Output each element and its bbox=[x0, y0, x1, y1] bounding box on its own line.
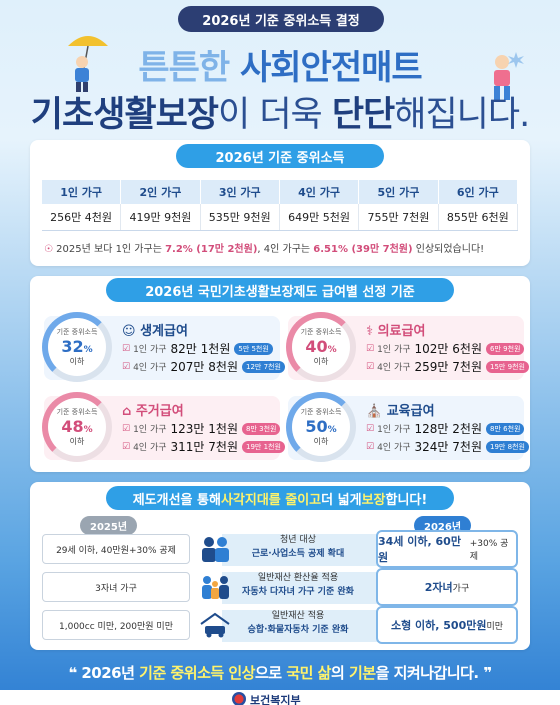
people-icon bbox=[202, 537, 229, 562]
percent-ring: 기준 중위소득 32% 이하 bbox=[42, 312, 112, 382]
checkbox-icon: ☑ bbox=[366, 423, 375, 434]
school-icon: ⛪ bbox=[366, 404, 383, 419]
reform-description: 일반재산 적용 승합·화물자동차 기준 완화 bbox=[247, 611, 349, 635]
person-icon: ☺ bbox=[122, 324, 136, 339]
benefit-row: ☑ 1인 가구 128만 2천원 8만 6천원 bbox=[366, 420, 525, 437]
ministry-name: 보건복지부 bbox=[250, 694, 301, 705]
benefit-criteria-card: 2026년 국민기초생활보장제도 급여별 선정 기준 기준 중위소득 32% 이… bbox=[30, 276, 530, 472]
benefit-title: ⛪ 교육급여 bbox=[366, 404, 435, 419]
quote-open-icon: ❝ bbox=[68, 664, 82, 682]
benefit-criteria-title: 2026년 국민기초생활보장제도 급여별 선정 기준 bbox=[106, 278, 454, 302]
footer-bar bbox=[0, 690, 560, 705]
lightbulb-icon: ☉ bbox=[44, 244, 53, 255]
benefit-title: ⌂ 주거급여 bbox=[122, 404, 184, 419]
percent-ring: 기준 중위소득 48% 이하 bbox=[42, 392, 112, 462]
checkbox-icon: ☑ bbox=[366, 441, 375, 452]
median-income-table: 1인 가구 2인 가구 3인 가구 4인 가구 5인 가구 6인 가구 256만… bbox=[42, 180, 519, 231]
new-criteria: 소형 이하, 500만원 미만 bbox=[376, 606, 518, 644]
top-banner: 2026년 기준 중위소득 결정 bbox=[178, 6, 384, 32]
checkbox-icon: ☑ bbox=[122, 361, 131, 372]
median-income-title: 2026년 기준 중위소득 bbox=[176, 144, 384, 168]
umbrella-child-icon bbox=[68, 36, 108, 92]
checkbox-icon: ☑ bbox=[122, 423, 131, 434]
benefit-education: 기준 중위소득 50% 이하 ⛪ 교육급여 ☑ 1인 가구 128만 2천원 8만 6… bbox=[286, 392, 529, 462]
table-header: 2인 가구 bbox=[120, 180, 201, 204]
reform-row-youth: 29세 이하, 40만원+30% 공제 청년 대상 근로·사업소득 공제 확대 … bbox=[42, 530, 518, 570]
reform-title: 제도개선을 통해 사각지대를 줄이고 더 넓게 보장 합니다! bbox=[106, 486, 454, 510]
family-icon bbox=[202, 576, 229, 599]
benefit-housing: 기준 중위소득 48% 이하 ⌂ 주거급여 ☑ 1인 가구 123만 1천원 8만 3… bbox=[42, 392, 285, 462]
ministry-logo-icon bbox=[232, 692, 246, 705]
car-icon bbox=[200, 612, 230, 638]
median-income-card: 2026년 기준 중위소득 1인 가구 2인 가구 3인 가구 4인 가구 5인… bbox=[30, 140, 530, 266]
table-header: 3인 가구 bbox=[200, 180, 280, 204]
benefit-title: ☺ 생계급여 bbox=[122, 324, 188, 339]
increase-note: ☉ 2025년 보다 1인 가구는 7.2% (17만 2천원), 4인 가구는… bbox=[44, 244, 485, 255]
hero-headline-1: 튼튼한 사회안전매트 bbox=[138, 48, 422, 88]
hero-headline-2: 기초생활보장이 더욱 단단해집니다. bbox=[30, 95, 530, 135]
percent-ring: 기준 중위소득 50% 이하 bbox=[286, 392, 356, 462]
table-header: 4인 가구 bbox=[279, 180, 360, 204]
old-criteria: 29세 이하, 40만원+30% 공제 bbox=[42, 534, 190, 564]
benefit-row: ☑ 4인 가구 207만 8천원 12만 7천원 bbox=[122, 358, 285, 375]
reform-row-children: 3자녀 가구 일반재산 환산율 적용 자동차 다자녀 가구 기준 완화 2자녀 … bbox=[42, 568, 518, 608]
benefit-row: ☑ 1인 가구 102만 6천원 6만 9천원 bbox=[366, 340, 525, 357]
reform-description: 청년 대상 근로·사업소득 공제 확대 bbox=[251, 535, 345, 559]
table-cell: 649만 5천원 bbox=[279, 204, 360, 231]
benefit-living: 기준 중위소득 32% 이하 ☺ 생계급여 ☑ 1인 가구 82만 1천원 5만 5천… bbox=[42, 312, 285, 382]
reform-card: 제도개선을 통해 사각지대를 줄이고 더 넓게 보장 합니다! 2025년 202… bbox=[30, 482, 530, 650]
table-header: 6인 가구 bbox=[438, 180, 519, 204]
table-cell: 855만 6천원 bbox=[438, 204, 519, 231]
stethoscope-icon: ⚕ bbox=[366, 324, 374, 339]
footer-slogan: ❝ 2026년 기준 중위소득 인상으로 국민 삶의 기본을 지켜나갑니다. ❞ bbox=[68, 664, 492, 682]
house-icon: ⌂ bbox=[122, 404, 132, 419]
quote-close-icon: ❞ bbox=[478, 664, 492, 682]
benefit-row: ☑ 4인 가구 259만 7천원 15만 9천원 bbox=[366, 358, 529, 375]
old-criteria: 3자녀 가구 bbox=[42, 572, 190, 602]
benefit-row: ☑ 4인 가구 311만 7천원 19만 1천원 bbox=[122, 438, 285, 455]
table-header: 1인 가구 bbox=[42, 180, 122, 204]
old-criteria: 1,000cc 미만, 200만원 미만 bbox=[42, 610, 190, 640]
benefit-row: ☑ 4인 가구 324만 7천원 19만 8천원 bbox=[366, 438, 529, 455]
table-header: 5인 가구 bbox=[358, 180, 439, 204]
checkbox-icon: ☑ bbox=[366, 343, 375, 354]
new-criteria: 2자녀 가구 bbox=[376, 568, 518, 606]
reform-description: 일반재산 환산율 적용 자동차 다자녀 가구 기준 완화 bbox=[242, 573, 354, 597]
benefit-row: ☑ 1인 가구 123만 1천원 8만 3천원 bbox=[122, 420, 281, 437]
checkbox-icon: ☑ bbox=[122, 441, 131, 452]
checkbox-icon: ☑ bbox=[122, 343, 131, 354]
reform-row-vehicle: 1,000cc 미만, 200만원 미만 일반재산 적용 승합·화물자동차 기준… bbox=[42, 606, 518, 646]
benefit-medical: 기준 중위소득 40% 이하 ⚕ 의료급여 ☑ 1인 가구 102만 6천원 6만 9… bbox=[286, 312, 529, 382]
year-2025-label: 2025년 bbox=[80, 516, 138, 535]
table-cell: 535만 9천원 bbox=[200, 204, 280, 231]
benefit-row: ☑ 1인 가구 82만 1천원 5만 5천원 bbox=[122, 340, 273, 357]
running-child-icon bbox=[494, 52, 524, 100]
table-cell: 755만 7천원 bbox=[358, 204, 439, 231]
benefit-title: ⚕ 의료급여 bbox=[366, 324, 426, 339]
percent-ring: 기준 중위소득 40% 이하 bbox=[286, 312, 356, 382]
checkbox-icon: ☑ bbox=[366, 361, 375, 372]
table-cell: 256만 4천원 bbox=[42, 204, 122, 231]
table-cell: 419만 9천원 bbox=[120, 204, 201, 231]
new-criteria: 34세 이하, 60만원 +30% 공제 bbox=[376, 530, 518, 568]
